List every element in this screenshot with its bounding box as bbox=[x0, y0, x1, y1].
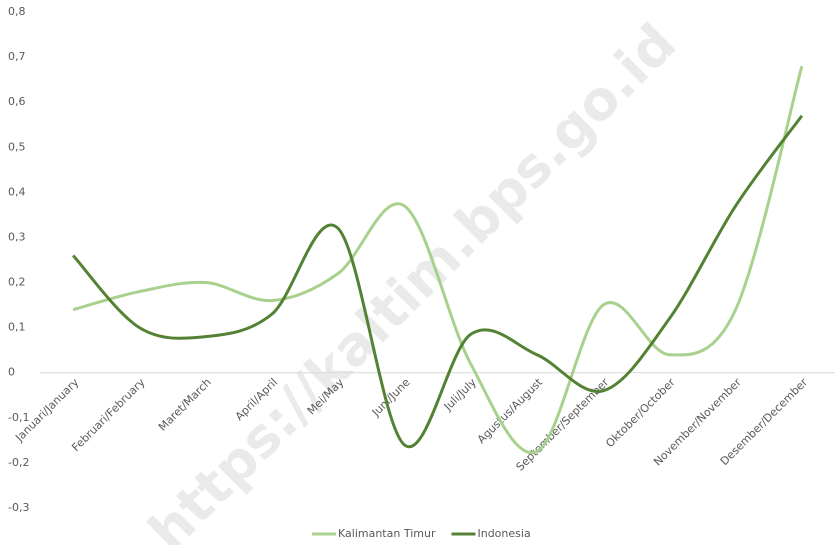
y-tick-label: 0,1 bbox=[8, 321, 26, 334]
y-tick-label: -0,2 bbox=[8, 456, 29, 469]
y-tick-label: 0,3 bbox=[8, 230, 26, 243]
y-tick-label: 0,7 bbox=[8, 50, 26, 63]
x-tick-label: Februari/February bbox=[69, 375, 148, 454]
series-line bbox=[72, 65, 804, 455]
series-line bbox=[72, 114, 804, 449]
y-tick-label: -0,3 bbox=[8, 501, 29, 514]
x-tick-label: Maret/March bbox=[156, 376, 214, 434]
y-tick-label: 0,4 bbox=[8, 185, 26, 198]
y-tick-label: 0,2 bbox=[8, 276, 26, 289]
y-tick-label: 0,8 bbox=[8, 5, 26, 18]
y-tick-label: -0,1 bbox=[8, 411, 29, 424]
y-tick-label: 0,5 bbox=[8, 140, 26, 153]
legend-label: Kalimantan Timur bbox=[338, 527, 436, 540]
y-tick-label: 0,6 bbox=[8, 95, 26, 108]
y-tick-label: 0 bbox=[8, 366, 15, 379]
legend-label: Indonesia bbox=[477, 527, 530, 540]
watermark: https://kaltim.bps.go.id bbox=[136, 11, 688, 545]
